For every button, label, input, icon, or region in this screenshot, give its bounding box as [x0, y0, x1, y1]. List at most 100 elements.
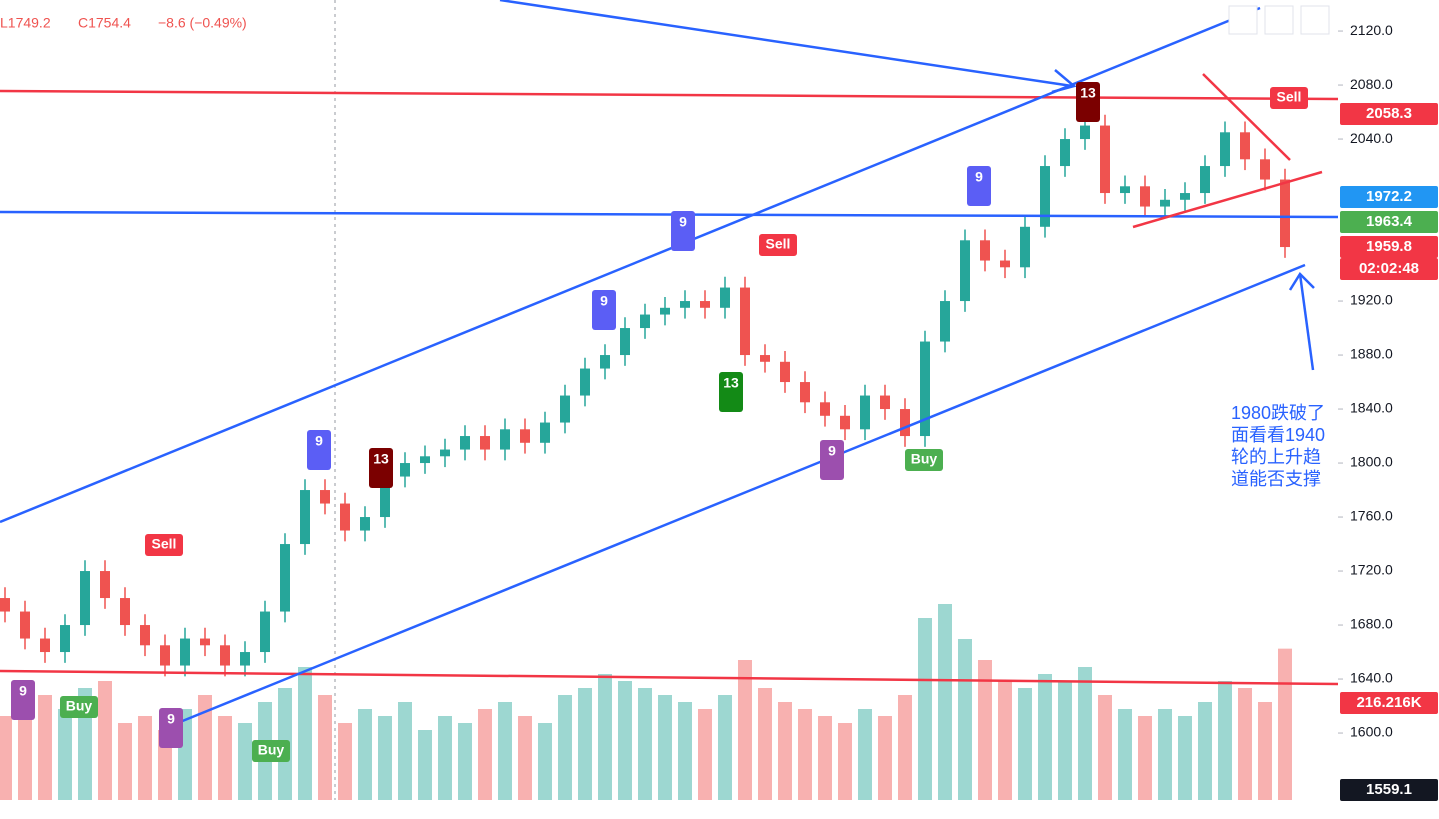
- trend-line: [179, 263, 1306, 724]
- candle-body: [1040, 166, 1050, 227]
- volume-bar: [38, 695, 52, 800]
- volume-bar: [798, 709, 812, 800]
- candle-body: [240, 652, 250, 666]
- signal-box: [719, 372, 743, 412]
- signal-label: Buy: [258, 742, 285, 758]
- volume-bar: [1198, 702, 1212, 800]
- y-tick-label: 1840.0: [1350, 400, 1393, 416]
- volume-bar: [918, 618, 932, 800]
- volume-bar: [518, 716, 532, 800]
- signal-box: [1270, 87, 1308, 109]
- price-label: 2058.3: [1366, 105, 1412, 122]
- candle-body: [860, 395, 870, 430]
- signal-label: 9: [600, 293, 608, 309]
- signal-box: [60, 696, 98, 718]
- candle-body: [760, 355, 770, 362]
- candle-body: [820, 402, 830, 416]
- signal-label: 13: [1080, 85, 1096, 101]
- candle-layer: [0, 114, 1290, 677]
- volume-bar: [638, 688, 652, 800]
- volume-bar: [1218, 681, 1232, 800]
- volume-bar: [998, 681, 1012, 800]
- candle-body: [840, 415, 850, 430]
- candle-body: [460, 436, 470, 450]
- signal-label: 13: [373, 451, 389, 467]
- candle-body: [100, 571, 110, 599]
- volume-bar: [0, 716, 12, 800]
- volume-bar: [758, 688, 772, 800]
- price-label-box: [1340, 779, 1438, 801]
- header-close: C1754.4: [78, 15, 131, 31]
- annotation: 1980跌破了 面看看1940 轮的上升趋 道能否支撑: [1231, 403, 1325, 489]
- volume-bar: [118, 723, 132, 800]
- signal-box: [820, 440, 844, 480]
- signal-label: Sell: [152, 536, 177, 552]
- candle-body: [1020, 226, 1030, 268]
- candle-body: [320, 490, 330, 504]
- candle-body: [1120, 186, 1130, 194]
- volume-bar: [358, 709, 372, 800]
- signal-label: Sell: [766, 236, 791, 252]
- volume-bar: [898, 695, 912, 800]
- candle-body: [940, 301, 950, 342]
- candle-body: [220, 645, 230, 666]
- candle-body: [1220, 132, 1230, 167]
- signal-box: [159, 708, 183, 748]
- candle-body: [420, 456, 430, 464]
- volume-bar: [58, 709, 72, 800]
- signal-label: 13: [723, 375, 739, 391]
- candle-body: [1000, 260, 1010, 268]
- y-tick-label: 1760.0: [1350, 508, 1393, 524]
- scroll-button[interactable]: [1228, 5, 1258, 35]
- annotation-line: 道能否支撑: [1231, 469, 1321, 489]
- y-tick-label: 1640.0: [1350, 670, 1393, 686]
- volume-bar: [198, 695, 212, 800]
- candle-body: [640, 314, 650, 329]
- volume-bar: [878, 716, 892, 800]
- price-axis: [1338, 0, 1439, 819]
- candle-body: [1200, 166, 1210, 194]
- candle-body: [600, 355, 610, 369]
- volume-bar: [1118, 709, 1132, 800]
- candle-body: [1260, 159, 1270, 180]
- arrow-line: [499, 0, 1073, 88]
- signal-label: 9: [19, 683, 27, 699]
- volume-bar: [298, 667, 312, 800]
- volume-bar: [418, 730, 432, 800]
- candle-body: [80, 571, 90, 626]
- volume-bar: [778, 702, 792, 800]
- volume-bar: [338, 723, 352, 800]
- time-axis: [0, 800, 1338, 819]
- candle-body: [960, 240, 970, 302]
- volume-layer: [0, 604, 1292, 800]
- volume-bar: [678, 702, 692, 800]
- volume-bar: [378, 716, 392, 800]
- signal-label: 9: [975, 169, 983, 185]
- candle-body: [900, 409, 910, 437]
- candle-body: [20, 611, 30, 639]
- y-tick-label: 1680.0: [1350, 616, 1393, 632]
- candle-body: [1240, 132, 1250, 160]
- signal-layer: Sell Sell Sell Buy Buy Buy 9 9 9 9 9 9 9 13 13 13: [11, 82, 1308, 762]
- candle-body: [620, 328, 630, 356]
- volume-bar: [738, 660, 752, 800]
- zoom-button[interactable]: [1264, 5, 1294, 35]
- y-tick-label: 2080.0: [1350, 76, 1393, 92]
- candle-body: [400, 463, 410, 477]
- volume-bar: [838, 723, 852, 800]
- annotation-line: 轮的上升趋: [1231, 447, 1321, 467]
- y-tick-label: 1880.0: [1350, 346, 1393, 362]
- candle-body: [540, 422, 550, 443]
- signal-label: Sell: [1277, 89, 1302, 105]
- candle-body: [1280, 179, 1290, 248]
- candle-body: [160, 645, 170, 666]
- volume-bar: [1258, 702, 1272, 800]
- trend-line: [0, 210, 1339, 219]
- signal-label: Buy: [66, 698, 93, 714]
- volume-bar: [858, 709, 872, 800]
- trend-line: [1132, 170, 1323, 229]
- fullscreen-button[interactable]: [1300, 5, 1330, 35]
- volume-bar: [98, 681, 112, 800]
- trend-line: [0, 89, 1339, 101]
